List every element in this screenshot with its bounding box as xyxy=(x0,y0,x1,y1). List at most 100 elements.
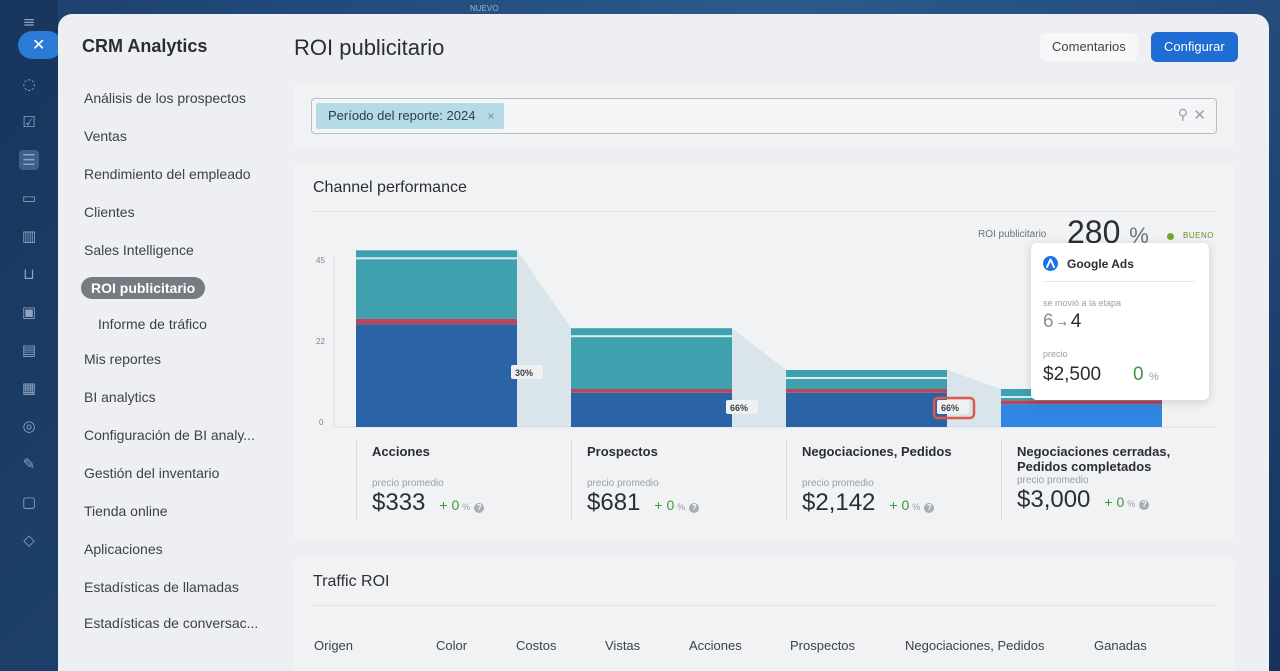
settings-icon[interactable]: ◎ xyxy=(22,417,36,435)
sidebar-item-applications[interactable]: Aplicaciones xyxy=(84,541,163,557)
column-header[interactable]: Vistas xyxy=(605,638,641,653)
crm-icon[interactable]: ☰ xyxy=(19,150,39,170)
avg-price: $333 xyxy=(372,489,426,516)
sidebar-item-bi-settings[interactable]: Configuración de BI analy... xyxy=(84,427,255,443)
stage-name: Prospectos xyxy=(587,444,658,459)
funnel-bar-segment xyxy=(1001,400,1162,405)
price-change: + 0 xyxy=(654,497,675,513)
sidebar: CRM Analytics Análisis de los prospectos… xyxy=(58,14,276,671)
channel-funnel-chart: 30% 66% 66% xyxy=(333,250,1216,428)
funnel-bar-segment xyxy=(786,389,947,393)
close-slider-button[interactable]: ✕ xyxy=(18,31,62,59)
column-header[interactable]: Origen xyxy=(314,638,354,653)
column-header[interactable]: Color xyxy=(436,638,468,653)
segment-gap xyxy=(356,257,517,260)
period-filter-chip[interactable]: Período del reporte: 2024 × xyxy=(316,103,505,129)
calendar-icon[interactable]: ▤ xyxy=(21,341,37,359)
close-icon: ✕ xyxy=(32,35,46,54)
search-icon[interactable]: ⚲ xyxy=(1177,107,1188,123)
tasks-icon[interactable]: ☑ xyxy=(22,113,36,131)
google-ads-icon xyxy=(1043,256,1058,271)
sidebar-item-sales[interactable]: Ventas xyxy=(84,128,127,144)
funnel-bar-segment xyxy=(571,328,732,389)
doc-icon[interactable]: ▢ xyxy=(21,493,37,511)
column-header[interactable]: Negociaciones, Pedidos xyxy=(905,638,1045,653)
sidebar-item-online-store[interactable]: Tienda online xyxy=(84,503,168,519)
percent-unit: % xyxy=(677,502,686,512)
ticket-icon[interactable]: ▣ xyxy=(21,303,37,321)
funnel-bar-segment xyxy=(571,392,732,427)
filter-search-input[interactable]: Período del reporte: 2024 × ⚲ ✕ xyxy=(311,98,1217,134)
page-title: ROI publicitario xyxy=(294,35,445,60)
configure-button[interactable]: Configurar xyxy=(1151,32,1238,62)
segment-gap xyxy=(571,335,732,338)
sidebar-item-bi-analytics[interactable]: BI analytics xyxy=(84,389,156,405)
sign-icon[interactable]: ✎ xyxy=(22,455,36,473)
help-icon[interactable]: ? xyxy=(689,503,700,513)
sidebar-item-sales-intelligence[interactable]: Sales Intelligence xyxy=(84,242,194,258)
column-header[interactable]: Acciones xyxy=(689,638,742,653)
sidebar-item-clients[interactable]: Clientes xyxy=(84,204,135,220)
sidebar-item-inventory[interactable]: Gestión del inventario xyxy=(84,465,220,481)
analytics-icon[interactable]: ▥ xyxy=(21,227,37,245)
funnel-bar-segment xyxy=(786,392,947,427)
percent-unit: % xyxy=(912,502,921,512)
sidebar-item-my-reports[interactable]: Mis reportes xyxy=(84,351,162,367)
help-icon[interactable]: ? xyxy=(1139,500,1150,510)
help-icon[interactable]: ? xyxy=(474,503,485,513)
percent-unit: % xyxy=(1149,371,1159,383)
funnel-bar-segment xyxy=(571,389,732,393)
roi-label: ROI publicitario xyxy=(978,229,1047,240)
sidebar-item-call-stats[interactable]: Estadísticas de llamadas xyxy=(84,579,239,595)
chip-remove-icon[interactable]: × xyxy=(487,109,495,123)
drive-icon[interactable]: ▦ xyxy=(21,379,37,397)
stage-divider xyxy=(356,439,357,521)
roi-status-dot xyxy=(1167,233,1174,240)
funnel-bar-segment xyxy=(786,370,947,389)
comments-button[interactable]: Comentarios xyxy=(1040,33,1138,61)
inbox-icon[interactable]: ▭ xyxy=(21,189,37,207)
tooltip-title: Google Ads xyxy=(1067,257,1134,271)
funnel-flow xyxy=(517,250,571,427)
stage-divider xyxy=(786,439,787,521)
avg-price: $681 xyxy=(587,489,641,516)
divider xyxy=(313,211,1216,212)
funnel-bar-segment xyxy=(1001,404,1162,427)
conversion-rate: 66% xyxy=(941,403,959,413)
price-label: precio promedio xyxy=(1017,475,1089,486)
funnel-bar-segment xyxy=(356,318,517,325)
clear-filter-icon[interactable]: ✕ xyxy=(1193,106,1206,124)
sidebar-item-prospect-analysis[interactable]: Análisis de los prospectos xyxy=(84,90,246,106)
channel-performance-card: Channel performance ROI publicitario 280… xyxy=(294,162,1234,542)
sidebar-title: CRM Analytics xyxy=(82,36,208,56)
sidebar-item-traffic-report[interactable]: Informe de tráfico xyxy=(98,316,207,332)
y-tick-label: 22 xyxy=(316,337,325,346)
cart-icon[interactable]: ⊔ xyxy=(23,265,35,283)
price-label: precio xyxy=(1043,349,1068,359)
stage-name: Acciones xyxy=(372,444,430,459)
conversion-badge xyxy=(937,400,969,414)
column-header[interactable]: Prospectos xyxy=(790,638,856,653)
analytics-panel: CRM Analytics Análisis de los prospectos… xyxy=(58,14,1269,671)
price-label: precio promedio xyxy=(587,478,659,489)
stage-negociaciones-cerradas: Negociaciones cerradas, Pedidos completa… xyxy=(1017,444,1222,514)
sidebar-item-roi-publicitario[interactable]: ROI publicitario xyxy=(81,277,206,299)
column-header[interactable]: Costos xyxy=(516,638,557,653)
column-header[interactable]: Ganadas xyxy=(1094,638,1147,653)
menu-icon[interactable]: ≡ xyxy=(22,13,36,31)
stage-movement: 6 → 4 xyxy=(1043,311,1082,332)
conversion-badge xyxy=(511,365,543,379)
y-tick-label: 0 xyxy=(319,418,324,427)
segment-gap xyxy=(786,377,947,379)
chat-icon[interactable]: ◌ xyxy=(22,75,36,93)
divider xyxy=(1043,281,1195,282)
traffic-roi-card: Traffic ROI Origen Color Costos Vistas A… xyxy=(294,556,1234,671)
sidebar-item-employee-performance[interactable]: Rendimiento del empleado xyxy=(84,166,251,182)
roi-status-badge: BUENO xyxy=(1183,231,1214,240)
sidebar-item-conversation-stats[interactable]: Estadísticas de conversac... xyxy=(84,615,259,631)
help-icon[interactable]: ? xyxy=(924,503,935,513)
filter-card: Período del reporte: 2024 × ⚲ ✕ xyxy=(294,82,1234,150)
y-tick-label: 45 xyxy=(316,256,325,265)
more-icon[interactable]: ◇ xyxy=(23,531,35,549)
stage-divider xyxy=(1001,439,1002,521)
